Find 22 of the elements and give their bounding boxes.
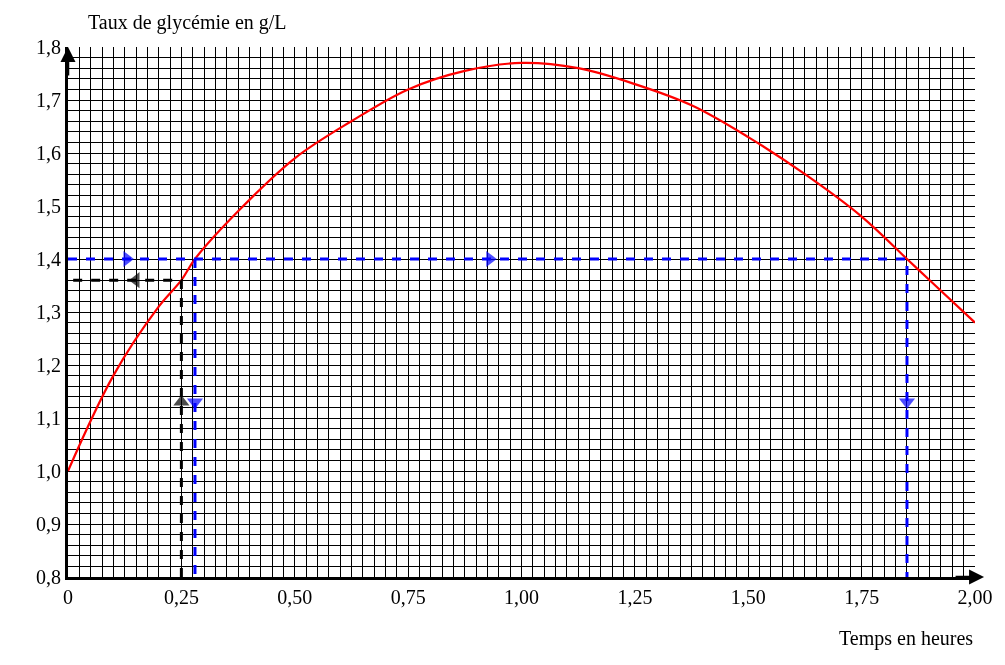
y-tick-label: 0,9 <box>36 513 61 535</box>
y-tick-label: 1,3 <box>36 301 61 323</box>
x-tick-label: 1,75 <box>844 586 880 608</box>
y-tick-label: 1,8 <box>36 36 61 58</box>
y-tick-label: 1,4 <box>36 248 61 270</box>
y-tick-label: 1,0 <box>36 460 61 482</box>
x-tick-label: 0 <box>63 586 73 608</box>
x-tick-label: 1,50 <box>730 586 766 608</box>
x-tick-label: 0,25 <box>163 586 199 608</box>
y-tick-label: 0,8 <box>36 566 61 588</box>
x-tick-label: 0,75 <box>390 586 426 608</box>
y-tick-label: 1,6 <box>36 142 61 164</box>
y-axis-title: Taux de glycémie en g/L <box>88 11 287 34</box>
y-tick-label: 1,7 <box>36 89 61 111</box>
x-tick-label: 2,00 <box>957 586 993 608</box>
x-tick-label: 0,50 <box>277 586 313 608</box>
y-tick-label: 1,1 <box>36 407 61 429</box>
y-tick-label: 1,5 <box>36 195 61 217</box>
x-tick-label: 1,00 <box>504 586 539 608</box>
y-tick-label: 1,2 <box>36 354 61 376</box>
x-tick-label: 1,25 <box>617 586 653 608</box>
x-axis-title: Temps en heures <box>839 627 974 650</box>
